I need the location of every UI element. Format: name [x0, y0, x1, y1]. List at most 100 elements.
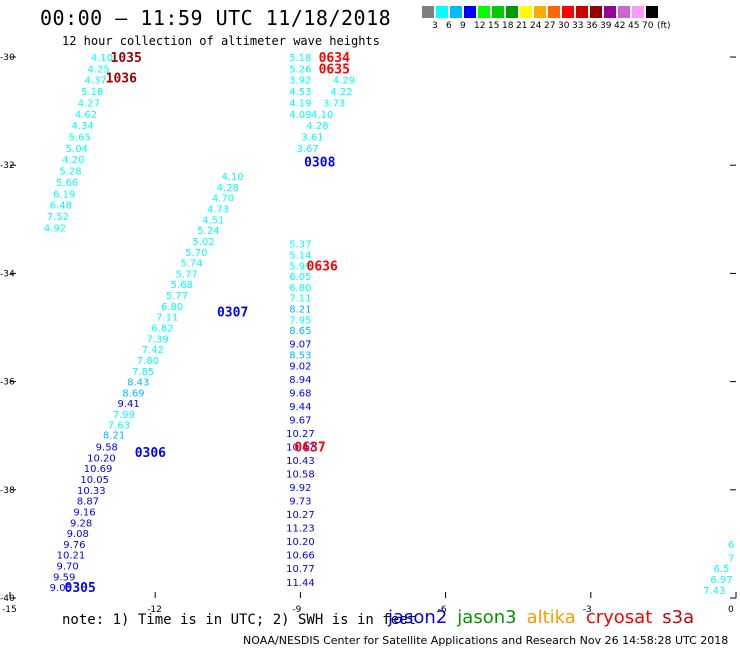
- wave-height-label: 7.95: [289, 315, 311, 326]
- wave-height-label: 5.37: [289, 240, 311, 251]
- wave-height-label: 7.11: [156, 313, 178, 324]
- y-tick-label: -30: [0, 53, 15, 63]
- wave-height-label: 6.19: [53, 189, 75, 200]
- pass-time-label: 1035: [111, 51, 142, 66]
- wave-height-label: 6.48: [50, 201, 72, 212]
- wave-height-label: 8.65: [289, 326, 311, 337]
- wave-height-label: 4.73: [207, 204, 229, 215]
- y-tick-label: -38: [0, 486, 15, 496]
- wave-height-label: 6.82: [151, 324, 173, 335]
- wave-height-label: 10.47: [286, 443, 315, 454]
- wave-height-label: 6.05: [289, 272, 311, 283]
- pass-time-label: 0308: [304, 155, 335, 170]
- wave-height-label: 8.94: [289, 375, 311, 386]
- pass-time-label: 0635: [319, 62, 350, 77]
- x-tick-label: -9: [292, 605, 301, 615]
- color-scale-cell: [449, 5, 463, 19]
- color-scale-label: 24: [530, 21, 542, 31]
- wave-height-label: 5.02: [192, 237, 214, 248]
- wave-height-label: 9.07: [289, 340, 311, 351]
- wave-height-label: 3.73: [323, 98, 345, 109]
- color-scale-cell: [463, 5, 477, 19]
- wave-height-label: 5.70: [185, 248, 207, 259]
- wave-height-label: 10.20: [87, 453, 116, 464]
- wave-height-label: 10.21: [57, 551, 86, 562]
- color-scale-label: 30: [558, 21, 570, 31]
- wave-height-label: 10.43: [286, 456, 315, 467]
- color-scale-cell: [435, 5, 449, 19]
- wave-height-label: 4.27: [78, 98, 100, 109]
- color-scale-label: 39: [600, 21, 612, 31]
- chart-title: 00:00 – 11:59 UTC 11/18/2018: [40, 6, 392, 30]
- wave-height-label: 11.23: [286, 524, 315, 535]
- wave-height-label: 4.09: [289, 110, 311, 121]
- color-scale-cell: [561, 5, 575, 19]
- color-scale-label: 33: [572, 21, 584, 31]
- color-scale-label: 15: [488, 21, 500, 31]
- wave-height-label: 5.99: [289, 261, 311, 272]
- wave-height-label: 4.51: [202, 215, 224, 226]
- wave-height-label: 5.04: [66, 144, 88, 155]
- pass-time-label: 0637: [294, 441, 325, 456]
- color-scale-cell: [617, 5, 631, 19]
- color-scale-legend: 3 6 9 12 15 18 21 24 27 30 33 36 39 42 45 70 (ft): [421, 5, 671, 31]
- wave-height-label: 5.66: [56, 178, 78, 189]
- wave-height-label: 9.44: [289, 402, 311, 413]
- pass-time-label: 0306: [135, 446, 166, 461]
- wave-height-label: 3.61: [301, 133, 323, 144]
- wave-height-label: 4.70: [212, 194, 234, 205]
- chart-subtitle: 12 hour collection of altimeter wave hei…: [62, 34, 380, 48]
- color-scale-unit: (ft): [657, 21, 671, 31]
- color-scale-label: 9: [460, 21, 466, 31]
- wave-height-label: 9.76: [63, 540, 85, 551]
- color-scale-label: 42: [614, 21, 626, 31]
- satellite-altika: altika: [526, 607, 576, 628]
- wave-height-label: 4.28: [217, 183, 239, 194]
- wave-height-label: 7.99: [113, 410, 135, 421]
- color-scale-cell: [547, 5, 561, 19]
- satellite-s3a: s3a: [662, 607, 695, 628]
- wave-height-label: 4.34: [71, 121, 93, 132]
- x-tick-label: 0: [728, 605, 734, 615]
- wave-height-label: 7.52: [47, 212, 69, 223]
- pass-time-label: 0305: [65, 581, 96, 596]
- wave-height-label: 10.27: [286, 510, 315, 521]
- wave-height-label: 8.43: [127, 378, 149, 389]
- wave-height-label: 5.26: [289, 64, 311, 75]
- color-scale-cell: [505, 5, 519, 19]
- x-tick-label: -6: [438, 605, 447, 615]
- satellite-cryosat: cryosat: [585, 607, 653, 628]
- wave-height-label: 9.41: [117, 399, 139, 410]
- x-tick-label: -3: [583, 605, 592, 615]
- wave-height-label: 6: [728, 540, 734, 551]
- wave-height-label: 10.66: [286, 551, 315, 562]
- satellite-jason2: jason2: [388, 607, 448, 628]
- wave-height-label: 9.67: [289, 415, 311, 426]
- color-scale-cell: [533, 5, 547, 19]
- wave-height-label: 9.08: [67, 529, 89, 540]
- wave-height-label: 5.65: [69, 133, 91, 144]
- color-scale-cell: [603, 5, 617, 19]
- wave-height-label: 9.59: [53, 572, 75, 583]
- wave-height-label: 3.92: [289, 76, 311, 87]
- wave-height-label: 10.05: [80, 475, 109, 486]
- color-scale-label: 12: [474, 21, 486, 31]
- pass-time-label: 0634: [319, 51, 350, 66]
- color-scale-cell: [477, 5, 491, 19]
- color-scale-cells: [421, 5, 659, 19]
- wave-height-label: 9.70: [56, 562, 78, 573]
- wave-height-label: 5.24: [197, 226, 219, 237]
- wave-height-label: 4.19: [289, 98, 311, 109]
- wave-height-label: 4.53: [289, 87, 311, 98]
- wave-height-label: 5.28: [59, 167, 81, 178]
- color-scale-cell: [421, 5, 435, 19]
- wave-height-label: 10.58: [286, 470, 315, 481]
- wave-height-label: 4.10: [222, 172, 244, 183]
- wave-height-label: 7.80: [137, 356, 159, 367]
- wave-height-label: 4.28: [306, 121, 328, 132]
- color-scale-label: 3: [432, 21, 438, 31]
- pass-time-label: 0307: [217, 305, 248, 320]
- wave-height-label: 10.27: [286, 429, 315, 440]
- color-scale-labels: 3 6 9 12 15 18 21 24 27 30 33 36 39 42 45 70 (ft): [421, 19, 671, 31]
- color-scale-cell: [519, 5, 533, 19]
